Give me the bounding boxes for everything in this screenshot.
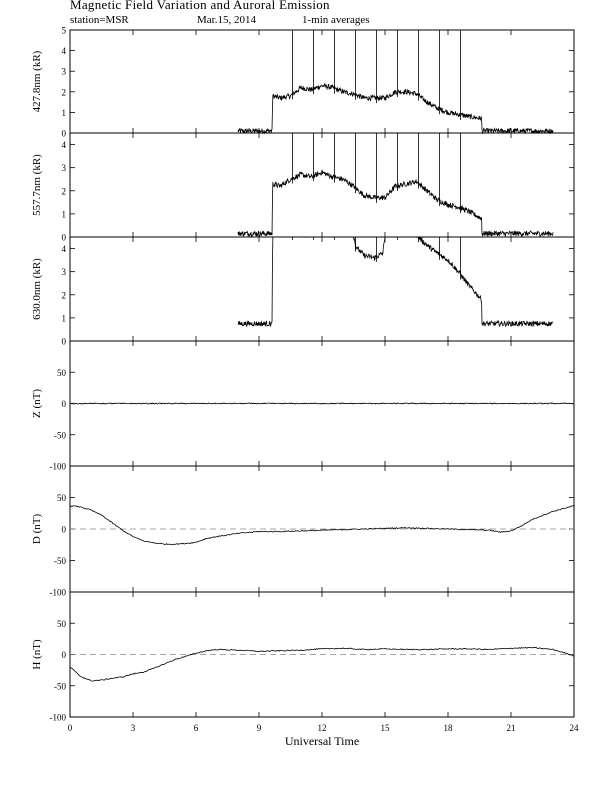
ytick-label-pD--100: -100 bbox=[50, 588, 67, 598]
series-line-pH bbox=[69, 646, 575, 682]
ytick-label-p5577-2: 2 bbox=[62, 186, 67, 196]
averaging-label: 1-min averages bbox=[302, 14, 370, 26]
xtick-label-15: 15 bbox=[381, 723, 391, 733]
ytick-label-p4278-0: 0 bbox=[62, 129, 67, 139]
series-line-p4278 bbox=[237, 83, 554, 135]
ytick-label-p4278-5: 5 bbox=[62, 26, 67, 36]
ytick-label-p5577-1: 1 bbox=[62, 209, 67, 219]
xtick-label-12: 12 bbox=[318, 723, 327, 733]
ylabel-pZ: Z (nT) bbox=[31, 389, 43, 418]
station-label: station=MSR bbox=[70, 14, 129, 26]
date-label: Mar.15, 2014 bbox=[197, 14, 256, 26]
ytick-label-p6300-1: 1 bbox=[62, 313, 67, 323]
ylabel-p4278: 427.8nm (kR) bbox=[31, 50, 43, 112]
xaxis-label: Universal Time bbox=[285, 734, 359, 748]
ytick-label-p6300-3: 3 bbox=[62, 267, 67, 277]
panel-frame-p5577 bbox=[69, 132, 575, 238]
ylabel-p5577: 557.7nm (kR) bbox=[31, 154, 43, 216]
xtick-label-18: 18 bbox=[444, 723, 454, 733]
ytick-label-p5577-0: 0 bbox=[62, 233, 67, 243]
series-line-pZ bbox=[69, 402, 575, 405]
xtick-label-9: 9 bbox=[257, 723, 262, 733]
ytick-label-p4278-4: 4 bbox=[62, 46, 67, 56]
ytick-label-p5577-3: 3 bbox=[62, 163, 67, 173]
ytick-label-pZ--50: -50 bbox=[54, 430, 66, 440]
ytick-label-pD--50: -50 bbox=[54, 556, 66, 566]
ytick-label-pZ-50: 50 bbox=[57, 368, 67, 378]
series-line-p6300 bbox=[237, 236, 554, 328]
xtick-label-6: 6 bbox=[194, 723, 199, 733]
ytick-label-pH--50: -50 bbox=[54, 681, 66, 691]
chart-title: Magnetic Field Variation and Auroral Emi… bbox=[70, 0, 330, 12]
xtick-label-3: 3 bbox=[131, 723, 136, 733]
ytick-label-p6300-2: 2 bbox=[62, 290, 67, 300]
ytick-label-pD-50: 50 bbox=[57, 493, 67, 503]
ytick-label-pZ-0: 0 bbox=[62, 399, 67, 409]
ytick-label-p4278-3: 3 bbox=[62, 67, 67, 77]
ytick-label-pH-0: 0 bbox=[62, 650, 67, 660]
series-line-pD bbox=[69, 504, 575, 546]
ytick-label-p6300-0: 0 bbox=[62, 337, 67, 347]
ytick-label-p4278-2: 2 bbox=[62, 87, 67, 97]
ylabel-p6300: 630.0nm (kR) bbox=[31, 258, 43, 320]
series-line-p5577 bbox=[237, 169, 554, 238]
ytick-label-p4278-1: 1 bbox=[62, 108, 67, 118]
panel-frame-p6300 bbox=[69, 236, 575, 342]
xtick-label-0: 0 bbox=[68, 723, 73, 733]
ylabel-pD: D (nT) bbox=[31, 514, 43, 545]
ytick-label-pD-0: 0 bbox=[62, 525, 67, 535]
ylabel-pH: H (nT) bbox=[31, 639, 43, 670]
ytick-label-pZ--100: -100 bbox=[50, 462, 67, 472]
xtick-label-21: 21 bbox=[507, 723, 516, 733]
ytick-label-pH--100: -100 bbox=[50, 713, 67, 723]
ytick-label-p6300-4: 4 bbox=[62, 244, 67, 254]
ytick-label-p5577-4: 4 bbox=[62, 140, 67, 150]
xtick-label-24: 24 bbox=[570, 723, 580, 733]
ytick-label-pH-50: 50 bbox=[57, 619, 67, 629]
panel-frame-p4278 bbox=[69, 29, 575, 134]
